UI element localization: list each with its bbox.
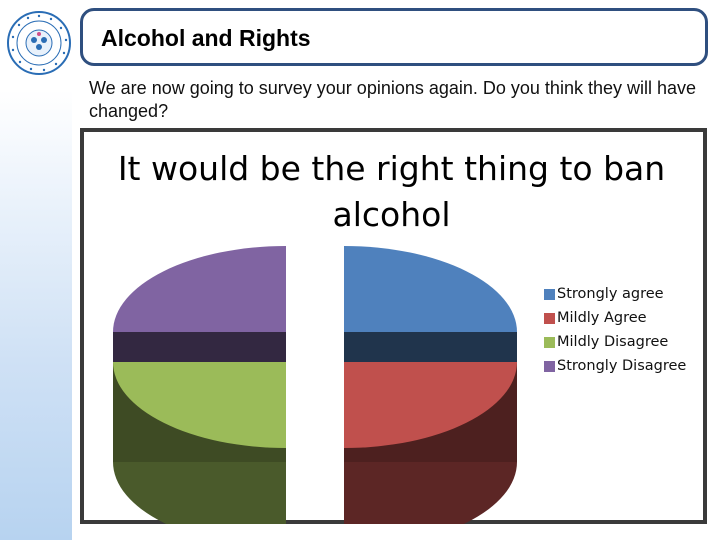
pie-slice-mildly-agree	[344, 362, 517, 448]
legend-label: Strongly agree	[557, 286, 664, 302]
left-decoration-strip	[0, 90, 72, 540]
pie-slice-strongly-disagree	[113, 246, 286, 332]
title-box: Alcohol and Rights	[80, 8, 708, 66]
legend-swatch	[544, 312, 555, 324]
legend-label: Strongly Disagree	[557, 358, 687, 374]
pie-slice-mildly-disagree	[113, 362, 286, 448]
legend-swatch	[544, 360, 555, 372]
slide-subtitle: We are now going to survey your opinions…	[89, 78, 697, 121]
legend-label: Mildly Disagree	[557, 334, 669, 350]
legend-swatch	[544, 336, 555, 348]
legend-label: Mildly Agree	[557, 310, 647, 326]
legend-item: Mildly Disagree	[544, 330, 686, 354]
pie-slice-strongly-agree	[344, 246, 517, 332]
pie-chart	[113, 246, 517, 524]
legend-swatch	[544, 288, 555, 300]
chart-legend: Strongly agree Mildly Agree Mildly Disagre…	[544, 282, 686, 378]
legend-item: Mildly Agree	[544, 306, 686, 330]
chart-title: It would be the right thing to ban alcoh…	[117, 149, 666, 234]
legend-item: Strongly Disagree	[544, 354, 686, 378]
school-badge-icon	[7, 11, 71, 75]
slide-title: Alcohol and Rights	[101, 25, 311, 51]
chart-frame: It would be the right thing to ban alcoh…	[80, 128, 707, 524]
legend-item: Strongly agree	[544, 282, 686, 306]
